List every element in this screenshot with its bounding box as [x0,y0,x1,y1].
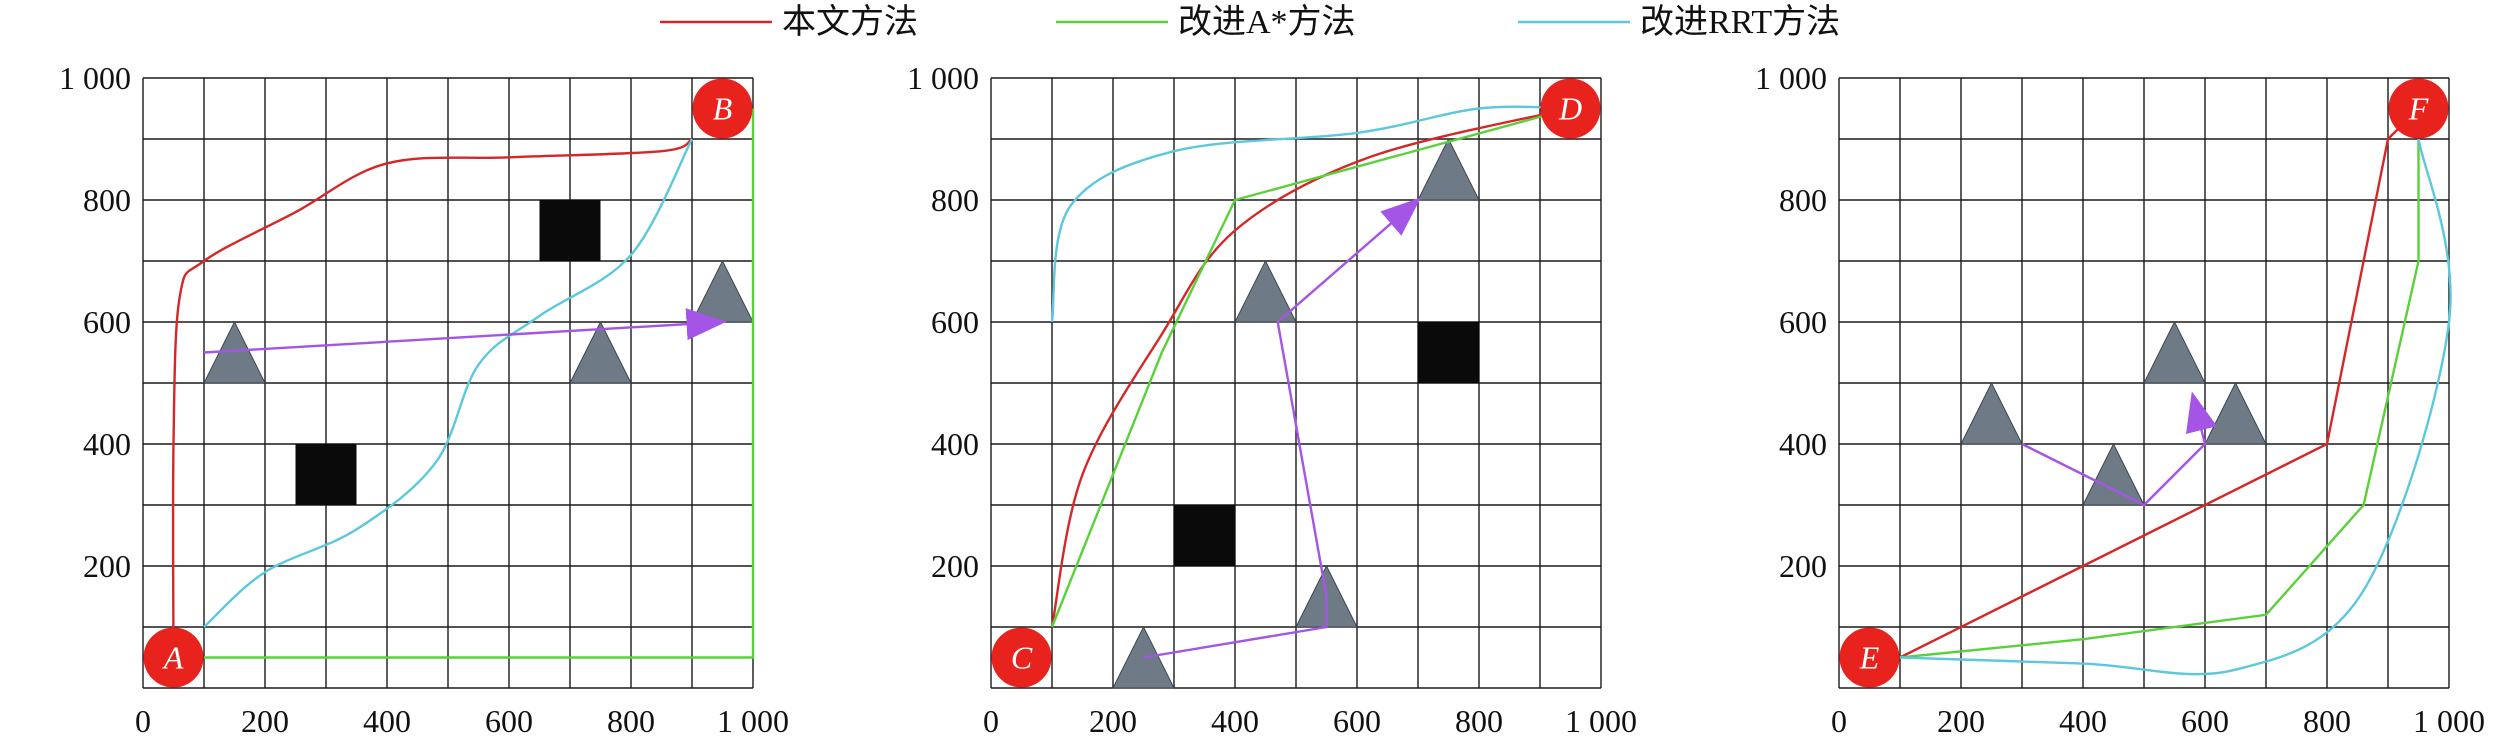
y-tick-label: 600 [931,304,979,340]
path-line [1050,107,1571,628]
start-marker [143,627,204,688]
x-tick-label: 0 [1831,703,1847,739]
start-label: C [1011,640,1033,676]
x-tick-label: 200 [1089,703,1137,739]
triangle-obstacle [2143,320,2206,384]
panel-middle: 0 200 400 600 800 1 000 200 400 600 800 1 000 C D [907,60,1637,739]
start-label: E [1859,640,1880,676]
x-tick-label: 400 [363,703,411,739]
path-line [171,137,693,658]
panels: 0 200 400 600 800 1 000 200 400 600 800 1 000 A B 0 20… [59,60,2485,739]
goal-label: D [1558,91,1582,127]
moving-obstacle-path [203,308,727,354]
goal-label: F [2408,91,2429,127]
square-obstacle [539,200,601,261]
goal-marker [1540,78,1601,139]
legend-label-1: 本文方法 [782,3,918,41]
start-label: A [162,640,184,676]
y-tick-label: 200 [1779,548,1827,584]
triangle-obstacle [1417,137,1480,201]
x-tick-label: 800 [2303,703,2351,739]
x-tick-label: 200 [241,703,289,739]
legend: 本文方法 改进A*方法 改进RRT方法 [660,3,1840,41]
y-tick-label: 600 [83,304,131,340]
y-tick-label: 800 [83,182,131,218]
path-line [1899,138,2452,676]
start-marker [991,627,1052,688]
x-tick-label: 600 [2181,703,2229,739]
x-tick-label: 600 [1333,703,1381,739]
y-tick-label: 1 000 [1755,60,1827,96]
x-tick-label: 600 [485,703,533,739]
path-line [1899,139,2420,659]
panel-left: 0 200 400 600 800 1 000 200 400 600 800 1 000 A B [59,60,789,739]
y-tick-label: 400 [931,426,979,462]
triangle-obstacle [1960,381,2023,445]
x-tick-label: 400 [1211,703,1259,739]
goal-marker [2388,78,2449,139]
y-tick-label: 1 000 [59,60,131,96]
y-tick-label: 1 000 [907,60,979,96]
square-obstacle [1418,322,1479,383]
x-tick-label: 1 000 [717,703,789,739]
x-tick-label: 1 000 [2413,703,2485,739]
square-obstacle [1174,505,1235,566]
x-tick-label: 200 [1937,703,1985,739]
moving-obstacle-path [2021,391,2218,507]
y-tick-label: 400 [83,426,131,462]
path-line [1050,107,1571,628]
x-tick-label: 400 [2059,703,2107,739]
y-tick-label: 400 [1779,426,1827,462]
triangle-obstacle [2082,442,2145,506]
path-line [204,108,755,659]
x-tick-label: 1 000 [1565,703,1637,739]
y-tick-label: 200 [931,548,979,584]
moving-obstacle-path [1143,197,1422,659]
x-tick-label: 0 [983,703,999,739]
path-line [1050,105,1571,323]
triangle-obstacle [691,259,754,323]
y-tick-label: 600 [1779,304,1827,340]
grid [990,77,1602,689]
legend-label-2: 改进A*方法 [1178,3,1356,41]
legend-label-3: 改进RRT方法 [1640,3,1840,41]
x-tick-label: 0 [135,703,151,739]
path-line [203,138,694,628]
y-tick-label: 800 [1779,182,1827,218]
triangle-obstacle [2204,381,2267,445]
panel-right: 0 200 400 600 800 1 000 200 400 600 800 1 000 E F [1755,60,2485,739]
square-obstacle [295,444,357,505]
goal-label: B [713,91,733,127]
y-tick-label: 200 [83,548,131,584]
triangle-obstacle [1234,259,1297,323]
y-tick-label: 800 [931,182,979,218]
x-tick-label: 800 [1455,703,1503,739]
triangle-obstacle [569,320,632,384]
goal-marker [692,78,753,139]
start-marker [1839,627,1900,688]
x-tick-label: 800 [607,703,655,739]
